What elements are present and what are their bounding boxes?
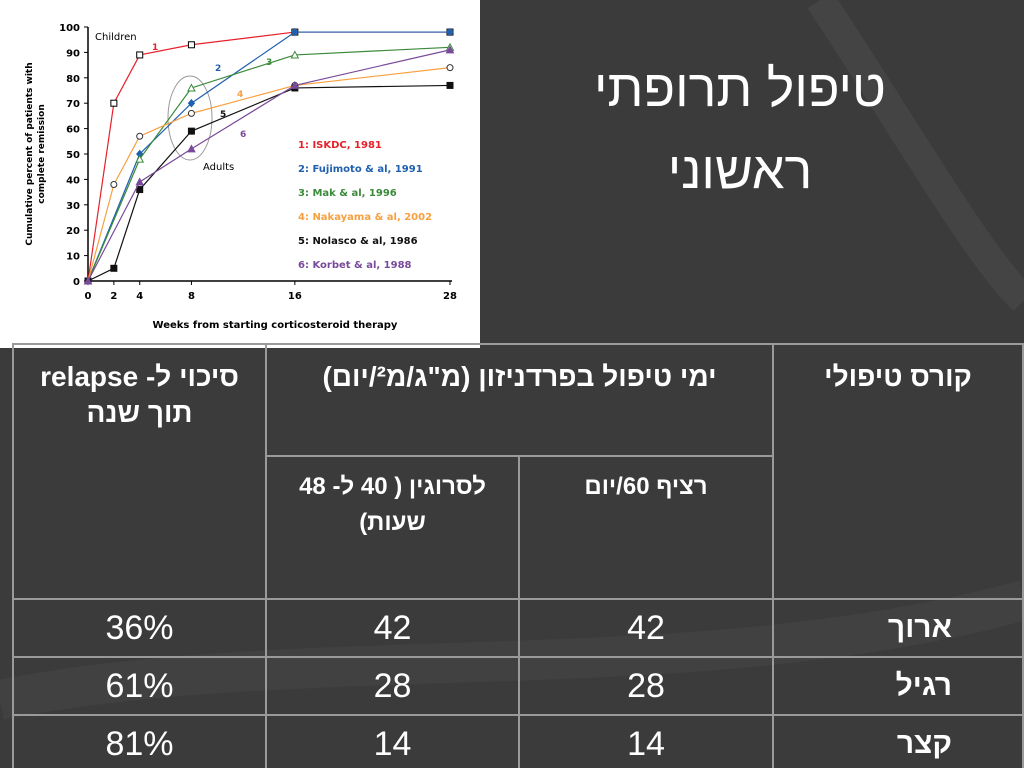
marker bbox=[187, 127, 195, 135]
header-cell: רציף 60/יום bbox=[518, 455, 775, 600]
y-tick-label: 70 bbox=[66, 99, 80, 110]
legend-entry: 5: Nolasco & al, 1986 bbox=[298, 236, 418, 247]
x-axis-label: Weeks from starting corticosteroid thera… bbox=[153, 320, 398, 331]
y-tick-label: 80 bbox=[66, 74, 80, 85]
legend-entry: 4: Nakayama & al, 2002 bbox=[298, 212, 432, 223]
table-row: קצר 14 14 81% bbox=[12, 714, 1024, 768]
y-tick-label: 0 bbox=[73, 277, 80, 288]
x-tick-label: 28 bbox=[443, 291, 457, 302]
chart-image: 0 10 20 30 40 50 60 70 80 90 100 0 2 4 8 16 28 Cumulative… bbox=[0, 0, 480, 348]
marker bbox=[291, 27, 299, 37]
marker bbox=[136, 132, 144, 140]
marker bbox=[83, 276, 93, 285]
header-cell: ימי טיפול בפרדניזון (מ"ג/מ²/יום) bbox=[264, 343, 775, 457]
x-tick-label: 4 bbox=[136, 291, 143, 302]
marker bbox=[446, 81, 454, 89]
y-tick-label: 60 bbox=[66, 125, 80, 136]
marker bbox=[187, 98, 196, 108]
header-cell: קורס טיפולי bbox=[772, 343, 1024, 600]
row-label: רגיל bbox=[772, 656, 1024, 716]
table-cell: 42 bbox=[518, 598, 775, 658]
table-cell: 61% bbox=[12, 656, 267, 716]
marker bbox=[446, 27, 454, 37]
marker bbox=[136, 186, 144, 194]
adults-ellipse bbox=[167, 75, 213, 161]
series-number: 6 bbox=[240, 130, 246, 140]
y-tick-label: 50 bbox=[66, 150, 80, 161]
legend-entry: 1: ISKDC, 1981 bbox=[298, 140, 382, 151]
table-row: רגיל 28 28 61% bbox=[12, 656, 1024, 716]
marker bbox=[290, 50, 300, 59]
marker bbox=[445, 45, 455, 54]
table-cell: 14 bbox=[518, 714, 775, 768]
slide-title: טיפול תרופתי ראשוני bbox=[594, 60, 886, 200]
y-tick-label: 10 bbox=[66, 252, 80, 263]
table-cell: 28 bbox=[518, 656, 775, 716]
x-tick-label: 2 bbox=[110, 291, 117, 302]
marker bbox=[290, 80, 300, 89]
x-tick-label: 0 bbox=[85, 291, 92, 302]
x-tick-label: 16 bbox=[288, 291, 302, 302]
row-label: קצר bbox=[772, 714, 1024, 768]
table-cell: 42 bbox=[264, 598, 521, 658]
table-row: ארוך 42 42 36% bbox=[12, 598, 1024, 658]
series-number: 1 bbox=[152, 43, 158, 53]
table-cell: 81% bbox=[12, 714, 267, 768]
table: קורס טיפולי ימי טיפול בפרדניזון (מ"ג/מ²/… bbox=[12, 343, 1024, 768]
legend-entry: 2: Fujimoto & al, 1991 bbox=[298, 164, 423, 175]
y-tick-label: 20 bbox=[66, 226, 80, 237]
legend-entry: 3: Mak & al, 1996 bbox=[298, 188, 397, 199]
table-cell: 36% bbox=[12, 598, 267, 658]
table-cell: 14 bbox=[264, 714, 521, 768]
y-tick-label: 100 bbox=[59, 23, 80, 34]
series-number: 5 bbox=[220, 110, 226, 120]
marker bbox=[110, 264, 118, 272]
series-number: 4 bbox=[237, 90, 243, 100]
marker bbox=[187, 83, 196, 92]
y-tick-label: 30 bbox=[66, 201, 80, 212]
marker bbox=[110, 180, 118, 188]
marker bbox=[446, 64, 454, 72]
series-number: 3 bbox=[266, 58, 272, 68]
marker bbox=[187, 144, 196, 153]
series-line bbox=[87, 84, 451, 282]
marker bbox=[135, 154, 145, 163]
marker bbox=[187, 41, 195, 49]
marker bbox=[135, 177, 145, 186]
table-cell: 28 bbox=[264, 656, 521, 716]
series-number: 2 bbox=[215, 64, 221, 74]
header-cell: לסרוגין ( 40 ל- 48 שעות) bbox=[264, 455, 521, 600]
series-line bbox=[87, 67, 451, 282]
y-axis-label: Cumulative percent of patients with bbox=[25, 62, 35, 245]
x-tick-label: 8 bbox=[188, 291, 195, 302]
header-cell: סיכוי ל- relapse תוך שנה bbox=[12, 343, 267, 600]
row-label: ארוך bbox=[772, 598, 1024, 658]
marker bbox=[136, 51, 144, 59]
annotation: Children bbox=[95, 32, 137, 43]
y-tick-label: 90 bbox=[66, 48, 80, 59]
marker bbox=[187, 109, 195, 117]
annotation: Adults bbox=[203, 162, 234, 173]
y-tick-label: 40 bbox=[66, 175, 80, 186]
y-axis-label: complete remission bbox=[37, 104, 47, 203]
legend-entry: 6: Korbet & al, 1988 bbox=[298, 260, 412, 271]
marker bbox=[110, 99, 118, 107]
